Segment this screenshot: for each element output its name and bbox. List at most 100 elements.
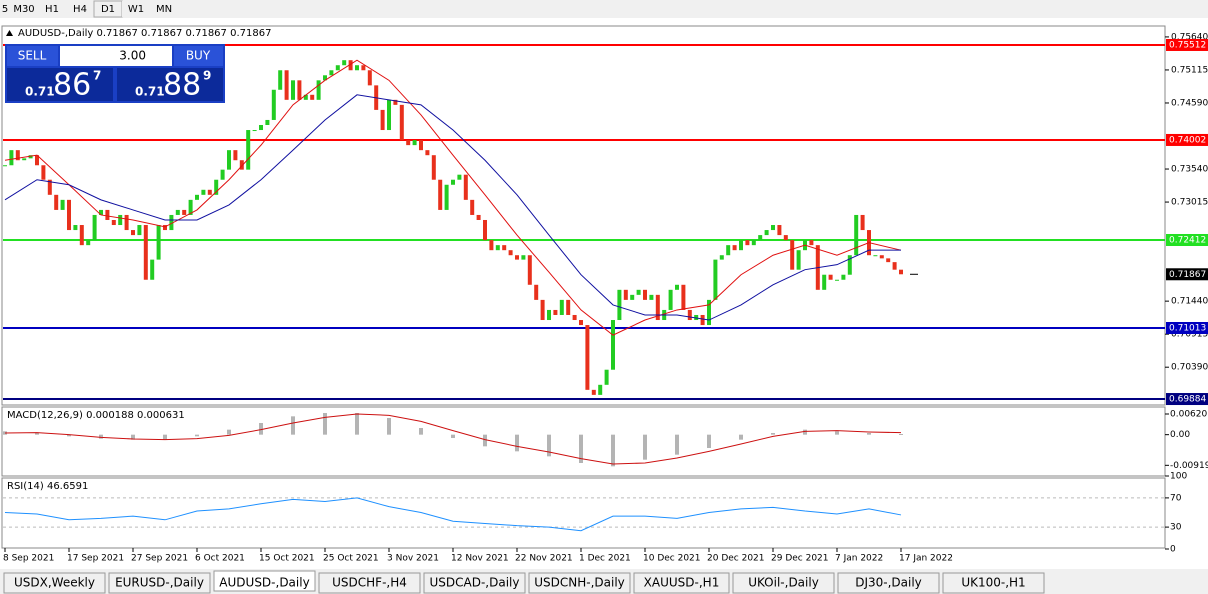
bid-pip: 7 bbox=[93, 69, 101, 83]
candle bbox=[137, 225, 142, 236]
x-tick-label: 17 Sep 2021 bbox=[67, 554, 124, 564]
y-tick-label: 0.00 bbox=[1170, 430, 1190, 440]
timeframe-label: H4 bbox=[73, 4, 87, 15]
candle bbox=[655, 294, 660, 321]
candle bbox=[297, 80, 302, 100]
buy-button[interactable] bbox=[174, 46, 223, 66]
tab-label: DJ30-,Daily bbox=[855, 576, 922, 590]
macd-bar bbox=[419, 428, 423, 435]
timeframe-label: MN bbox=[156, 4, 172, 15]
candle bbox=[195, 194, 199, 200]
candle bbox=[348, 60, 353, 71]
timeframe-label: M30 bbox=[13, 4, 34, 15]
candle bbox=[828, 274, 833, 280]
bid-box[interactable] bbox=[7, 68, 113, 101]
chart-header: AUDUSD-,Daily 0.71867 0.71867 0.71867 0.… bbox=[18, 28, 271, 39]
tab[interactable] bbox=[213, 570, 316, 592]
candle bbox=[719, 255, 724, 260]
x-tick-label: 27 Sep 2021 bbox=[131, 554, 188, 564]
tab[interactable] bbox=[108, 572, 211, 594]
tab-label: USDCNH-,Daily bbox=[534, 576, 625, 590]
candle bbox=[15, 150, 20, 161]
sell-button[interactable] bbox=[7, 46, 58, 66]
lot-field[interactable] bbox=[60, 46, 172, 66]
tab-label: EURUSD-,Daily bbox=[115, 576, 204, 590]
tab[interactable] bbox=[423, 572, 526, 594]
candle bbox=[886, 258, 891, 263]
candle bbox=[463, 174, 468, 200]
candle bbox=[278, 70, 283, 90]
candle bbox=[419, 140, 423, 151]
y-tick-label: -0.009197 bbox=[1170, 461, 1208, 471]
tab[interactable] bbox=[837, 572, 940, 594]
candle bbox=[476, 214, 481, 220]
candle bbox=[617, 289, 622, 321]
macd-bar bbox=[579, 434, 583, 463]
timeframe-button[interactable] bbox=[150, 1, 178, 17]
candle bbox=[355, 65, 359, 71]
tab[interactable] bbox=[942, 572, 1045, 594]
candle bbox=[681, 284, 686, 310]
level-label: 0.71013 bbox=[1169, 324, 1206, 334]
macd-signal bbox=[4, 413, 902, 465]
candle bbox=[809, 240, 814, 246]
candle bbox=[284, 70, 289, 100]
tab[interactable] bbox=[3, 572, 106, 594]
candle bbox=[169, 214, 174, 231]
toolbar bbox=[0, 0, 1208, 18]
ask-box[interactable] bbox=[117, 68, 223, 101]
tab[interactable] bbox=[318, 572, 421, 594]
candle bbox=[515, 255, 519, 260]
candle bbox=[201, 189, 206, 195]
candle bbox=[559, 299, 564, 315]
macd-bar bbox=[483, 434, 487, 447]
macd-bar bbox=[67, 434, 71, 437]
tab[interactable] bbox=[732, 572, 835, 594]
candle bbox=[291, 80, 295, 100]
candle bbox=[534, 284, 539, 300]
candle bbox=[771, 225, 775, 231]
candle bbox=[841, 274, 846, 280]
candle bbox=[9, 150, 14, 166]
macd-title: MACD(12,26,9) 0.000188 0.000631 bbox=[7, 410, 185, 421]
candle bbox=[899, 269, 903, 275]
timeframe-button[interactable] bbox=[10, 1, 38, 17]
candle bbox=[451, 179, 455, 185]
candle bbox=[707, 299, 711, 326]
candle bbox=[246, 130, 251, 170]
candle bbox=[54, 194, 59, 210]
y-tick-label: 0.74590 bbox=[1171, 98, 1208, 108]
level-label: 0.75512 bbox=[1169, 40, 1206, 50]
timeframe-button[interactable] bbox=[38, 1, 66, 17]
candle bbox=[214, 179, 219, 195]
candle bbox=[566, 299, 571, 315]
x-tick-label: 15 Oct 2021 bbox=[259, 554, 315, 564]
y-tick-label: 30 bbox=[1170, 523, 1182, 533]
buy-label: BUY bbox=[186, 49, 211, 63]
candle bbox=[598, 384, 603, 395]
candle bbox=[86, 240, 91, 246]
candle bbox=[572, 314, 577, 321]
y-tick-label: 0.73540 bbox=[1171, 165, 1208, 175]
candle bbox=[553, 309, 558, 315]
level-tag bbox=[1166, 133, 1208, 146]
candle bbox=[540, 299, 545, 321]
y-tick-label: 0.70390 bbox=[1171, 363, 1208, 373]
timeframe-label: W1 bbox=[128, 4, 144, 15]
y-tick-label: 0.73015 bbox=[1171, 198, 1208, 208]
x-tick-label: 1 Dec 2021 bbox=[579, 554, 631, 564]
timeframe-button[interactable] bbox=[66, 1, 94, 17]
moving-average bbox=[4, 59, 902, 336]
timeframe-button[interactable] bbox=[0, 1, 10, 17]
candle bbox=[630, 294, 635, 300]
tab[interactable] bbox=[633, 572, 730, 594]
tab-label: AUDUSD-,Daily bbox=[219, 576, 309, 590]
candle bbox=[3, 165, 7, 167]
sell-label: SELL bbox=[18, 49, 47, 63]
tab[interactable] bbox=[528, 572, 631, 594]
timeframe-button[interactable] bbox=[122, 1, 150, 17]
macd-bar bbox=[867, 433, 871, 435]
candle bbox=[406, 140, 411, 146]
timeframe-label: 5 bbox=[2, 4, 8, 15]
candle bbox=[796, 250, 801, 270]
